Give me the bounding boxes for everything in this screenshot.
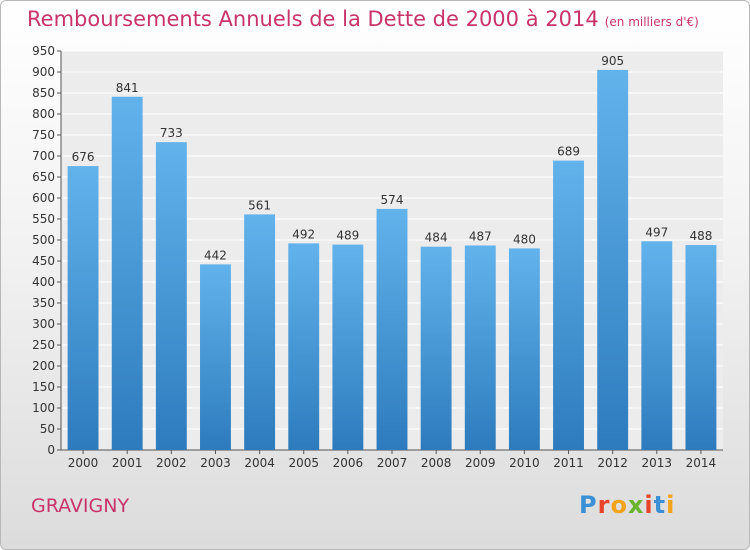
chart-subtitle: (en milliers d'€) xyxy=(604,15,699,29)
x-tick-label-2011: 2011 xyxy=(553,456,584,470)
x-tick-label-2004: 2004 xyxy=(244,456,275,470)
bar-2002 xyxy=(155,142,187,450)
data-label-2004: 561 xyxy=(248,198,271,212)
x-tick-label-2012: 2012 xyxy=(597,456,628,470)
chart-title: Remboursements Annuels de la Dette de 20… xyxy=(27,7,699,31)
bar-2006 xyxy=(332,244,364,450)
x-tick-label-2002: 2002 xyxy=(156,456,187,470)
title-text: Remboursements Annuels de la Dette de 20… xyxy=(27,7,599,31)
y-tick-label: 800 xyxy=(32,107,55,121)
y-tick-label: 400 xyxy=(32,275,55,289)
logo-letter: t xyxy=(653,491,667,519)
x-tick-label-2008: 2008 xyxy=(421,456,452,470)
x-tick-label-2014: 2014 xyxy=(686,456,717,470)
data-label-2011: 689 xyxy=(557,145,580,159)
y-tick-label: 50 xyxy=(40,422,55,436)
bar-2009 xyxy=(464,245,496,450)
bar-2007 xyxy=(376,208,408,450)
data-label-2003: 442 xyxy=(204,248,227,262)
bar-2003 xyxy=(200,264,231,450)
data-label-2012: 905 xyxy=(601,54,624,68)
y-tick-label: 600 xyxy=(32,191,55,205)
bar-2014 xyxy=(685,245,717,450)
bar-2011 xyxy=(553,160,584,450)
x-tick-label-2010: 2010 xyxy=(509,456,540,470)
y-tick-label: 500 xyxy=(32,233,55,247)
logo-letter: i xyxy=(666,491,676,519)
y-tick-label: 700 xyxy=(32,149,55,163)
y-tick-label: 150 xyxy=(32,380,55,394)
y-tick-label: 550 xyxy=(32,212,55,226)
logo-letter: P xyxy=(579,491,598,519)
bar-2013 xyxy=(641,241,673,450)
x-tick-label-2001: 2001 xyxy=(112,456,143,470)
x-tick-label-2007: 2007 xyxy=(377,456,408,470)
bar-2000 xyxy=(67,166,99,450)
x-tick-label-2003: 2003 xyxy=(200,456,231,470)
bar-2010 xyxy=(508,248,540,450)
y-tick-label: 250 xyxy=(32,338,55,352)
data-label-2010: 480 xyxy=(513,232,536,246)
logo-letter: o xyxy=(610,491,628,519)
bar-2001 xyxy=(111,96,143,450)
y-tick-label: 850 xyxy=(32,86,55,100)
data-label-2006: 489 xyxy=(336,229,359,243)
data-label-2002: 733 xyxy=(160,126,183,140)
x-tick-label-2000: 2000 xyxy=(68,456,99,470)
x-tick-label-2006: 2006 xyxy=(333,456,364,470)
y-tick-label: 300 xyxy=(32,317,55,331)
bar-2012 xyxy=(597,69,629,451)
bar-2005 xyxy=(288,243,320,450)
x-tick-label-2005: 2005 xyxy=(288,456,319,470)
y-tick-label: 900 xyxy=(32,65,55,79)
data-label-2007: 574 xyxy=(381,193,404,207)
logo-letter: r xyxy=(597,491,611,519)
data-label-2014: 488 xyxy=(689,229,712,243)
city-name: GRAVIGNY xyxy=(31,495,130,517)
logo-letter: x xyxy=(627,491,645,519)
y-tick-label: 100 xyxy=(32,401,55,415)
data-label-2009: 487 xyxy=(469,229,492,243)
data-label-2005: 492 xyxy=(292,227,315,241)
y-tick-label: 0 xyxy=(47,443,55,457)
bar-2004 xyxy=(244,214,276,450)
logo-letter: i xyxy=(644,491,654,519)
y-tick-label: 450 xyxy=(32,254,55,268)
x-tick-label-2013: 2013 xyxy=(642,456,673,470)
y-tick-label: 750 xyxy=(32,128,55,142)
y-tick-label: 350 xyxy=(32,296,55,310)
data-label-2013: 497 xyxy=(645,225,668,239)
x-tick-label-2009: 2009 xyxy=(465,456,496,470)
y-tick-label: 950 xyxy=(32,44,55,58)
data-label-2001: 841 xyxy=(116,81,139,95)
data-label-2000: 676 xyxy=(72,150,95,164)
proxiti-logo: Proxiti xyxy=(579,491,675,519)
bar-2008 xyxy=(420,246,452,450)
y-tick-label: 200 xyxy=(32,359,55,373)
y-tick-label: 650 xyxy=(32,170,55,184)
data-label-2008: 484 xyxy=(425,231,448,245)
